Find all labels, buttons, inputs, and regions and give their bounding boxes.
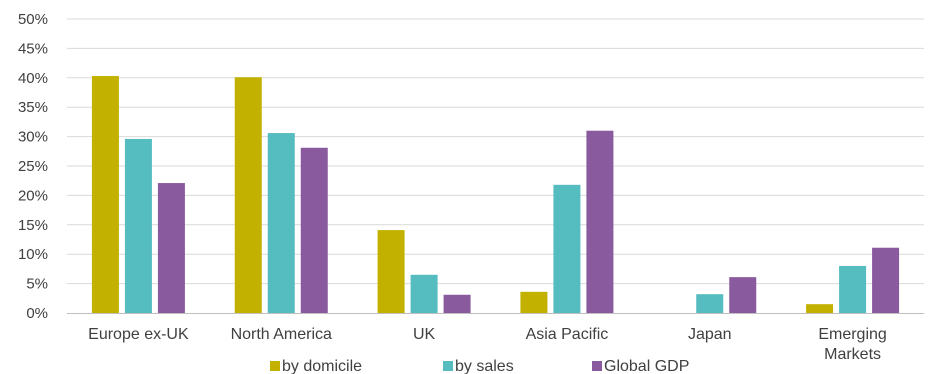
bar-by-sales	[410, 274, 438, 313]
bar-global-gdp	[157, 183, 185, 313]
legend-label: by domicile	[282, 358, 362, 374]
bar-by-sales	[124, 138, 152, 313]
legend-swatch	[270, 361, 280, 371]
legend: by domicile by sales Global GDP	[270, 358, 689, 374]
gridlines	[67, 18, 924, 285]
bar-by-domicile	[377, 230, 405, 313]
y-tick-label: 25%	[18, 158, 48, 175]
legend-swatch	[443, 361, 453, 371]
y-axis-ticks: 0% 5% 10% 15% 20% 25% 30% 35% 40% 45% 50%	[18, 11, 48, 322]
bar-by-domicile	[91, 76, 119, 313]
y-tick-label: 20%	[18, 187, 48, 204]
category-label: Markets	[824, 346, 881, 363]
category-labels: Europe ex-UK North America UK Asia Pacific J…	[88, 326, 887, 363]
bar-by-sales	[553, 184, 581, 313]
y-tick-label: 35%	[18, 99, 48, 116]
bar-by-domicile	[234, 77, 262, 313]
bar-global-gdp	[300, 147, 328, 313]
category-label: Europe ex-UK	[88, 326, 189, 343]
bars	[91, 76, 900, 313]
category-label: UK	[413, 326, 436, 343]
y-tick-label: 0%	[26, 305, 48, 322]
bar-global-gdp	[443, 294, 471, 313]
bar-global-gdp	[586, 130, 614, 313]
category-label: Emerging	[818, 326, 886, 343]
legend-label: Global GDP	[604, 358, 689, 374]
bar-by-domicile	[806, 304, 834, 313]
bar-by-sales	[267, 133, 295, 313]
bar-by-sales	[839, 265, 867, 313]
y-tick-label: 30%	[18, 129, 48, 146]
bar-by-domicile	[520, 291, 548, 313]
y-tick-label: 45%	[18, 40, 48, 57]
category-label: North America	[231, 326, 332, 343]
bar-global-gdp	[872, 247, 900, 313]
category-label: Asia Pacific	[526, 326, 609, 343]
category-label: Japan	[688, 326, 732, 343]
legend-label: by sales	[455, 358, 514, 374]
bar-by-sales	[696, 294, 724, 313]
y-tick-label: 50%	[18, 11, 48, 28]
y-tick-label: 15%	[18, 217, 48, 234]
y-tick-label: 5%	[26, 276, 48, 293]
legend-swatch	[592, 361, 602, 371]
y-tick-label: 40%	[18, 70, 48, 87]
y-tick-label: 10%	[18, 246, 48, 263]
bar-global-gdp	[729, 277, 757, 313]
